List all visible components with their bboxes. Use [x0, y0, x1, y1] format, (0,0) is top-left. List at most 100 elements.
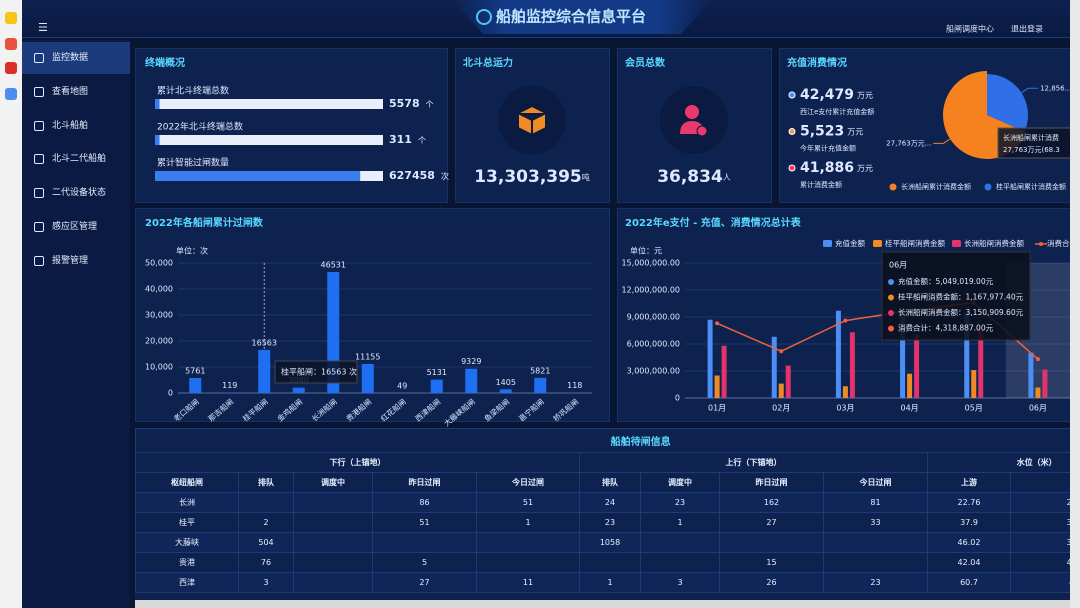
- stat-label: 累计北斗终端总数: [157, 85, 229, 97]
- x-tick-label: 04月: [900, 404, 918, 413]
- data-label: 1405: [496, 378, 516, 387]
- table-panel: 船舶待闸信息 下行（上锚地） 上行（下锚地） 水位（米） 枢纽船闸 排队 调度中 昨日过闸 今日…: [135, 428, 1070, 600]
- table-cell: 60.7: [927, 572, 1011, 593]
- line-point: [779, 349, 784, 354]
- stat-value: 5578 个: [389, 97, 434, 110]
- table-cell: 11: [476, 572, 580, 593]
- nav-label: 感应区管理: [52, 222, 98, 232]
- value: 5,523: [800, 124, 844, 140]
- page-title: 船舶监控综合信息平台: [496, 8, 646, 26]
- panel-title: 会员总数: [625, 56, 666, 69]
- tooltip-dot: [888, 325, 894, 332]
- stat-label: 今年累计充值金额: [800, 144, 856, 153]
- leader-line: [1021, 87, 1039, 94]
- x-tick-label: 西津船闸: [413, 396, 442, 423]
- nav-item[interactable]: 监控数据: [22, 42, 130, 74]
- icon: [5, 62, 17, 74]
- unit: 万元: [857, 164, 873, 173]
- bullet: [788, 91, 796, 99]
- unit: 人: [723, 173, 731, 182]
- tooltip: [274, 360, 358, 384]
- stat-value: 42,479 万元: [800, 87, 873, 103]
- x-tick-label: 03月: [836, 404, 854, 413]
- panel: [779, 48, 1079, 203]
- progress-fill: [155, 135, 160, 145]
- nav-label: 北斗船舶: [52, 121, 89, 131]
- legend-label: 消费合计: [1047, 238, 1070, 248]
- bar: [835, 310, 841, 398]
- y-tick-label: 30,000: [145, 311, 173, 320]
- line-point: [715, 321, 720, 326]
- nav-label: 监控数据: [52, 53, 89, 63]
- legend-label: 桂平船闸消费金额: [885, 238, 945, 248]
- logo: [476, 9, 492, 25]
- data-label: 16563: [252, 338, 277, 347]
- legend-label: 长洲船闸累计消费金额: [901, 182, 971, 191]
- scrollbar[interactable]: [135, 600, 1070, 608]
- legend-dot: [889, 183, 897, 191]
- nav-item[interactable]: 北斗二代船舶: [22, 143, 130, 175]
- panel-title: 终端概况: [145, 56, 185, 69]
- tooltip-text: 消费合计：4,318,887.00元: [898, 323, 994, 333]
- value: 5578: [389, 97, 420, 110]
- line-point: [843, 318, 848, 323]
- legend-label: 长洲船闸消费金额: [964, 238, 1024, 248]
- x-tick-label: 那吉船闸: [206, 396, 235, 423]
- y-tick-label: 20,000: [145, 337, 173, 346]
- bar: [785, 365, 791, 398]
- progress-fill: [155, 171, 361, 181]
- nav-item[interactable]: 感应区管理: [22, 211, 130, 243]
- nav-item[interactable]: 二代设备状态: [22, 177, 130, 209]
- nav-item[interactable]: 北斗船舶: [22, 110, 130, 142]
- nav-item[interactable]: 报警管理: [22, 245, 130, 277]
- x-tick-label: 长洲船闸: [309, 396, 338, 423]
- header-link[interactable]: 退出登录: [1011, 24, 1043, 34]
- x-tick-label: 桂平船闸: [240, 396, 269, 423]
- bar: [292, 387, 305, 393]
- legend-swatch: [952, 240, 961, 247]
- big-number: 13,303,395吨: [474, 167, 590, 187]
- y-tick-label: 9,000,000.00: [627, 313, 680, 322]
- scrollbar[interactable]: [1070, 0, 1080, 608]
- bar: [849, 332, 855, 398]
- unit: 个: [418, 136, 426, 145]
- tooltip-dot: [888, 279, 894, 285]
- y-tick-label: 6,000,000.00: [627, 340, 680, 349]
- bar: [1028, 352, 1034, 398]
- icon: [5, 38, 17, 50]
- bar: [978, 330, 984, 398]
- nav-item[interactable]: 查看地图: [22, 76, 130, 108]
- stat-value: 5,523 万元: [800, 124, 863, 140]
- table-cell: 48.9: [1009, 572, 1070, 593]
- x-tick-label: 老口船闸: [171, 396, 200, 423]
- x-tick-label: 06月: [1029, 404, 1047, 413]
- stat-label: 西江e支付累计充值金额: [800, 107, 874, 116]
- data-label: 9329: [461, 357, 481, 366]
- stat-value: 627458 次: [389, 169, 449, 182]
- stat-value: 41,886 万元: [800, 160, 873, 176]
- bar: [914, 335, 920, 398]
- unit: 次: [441, 171, 449, 181]
- data-label: 49: [397, 381, 407, 390]
- bar: [430, 379, 443, 393]
- value: 36,834: [657, 167, 723, 187]
- table-cell: 3: [640, 572, 720, 593]
- pie-slice: [987, 74, 1028, 132]
- bar: [465, 368, 478, 393]
- tooltip-text: 长洲船闸累计消费: [1003, 133, 1059, 142]
- stat-label: 2022年北斗终端总数: [157, 121, 243, 133]
- bar: [778, 383, 784, 398]
- value: 41,886: [800, 160, 854, 176]
- title-glow: [452, 0, 712, 34]
- bar: [258, 349, 271, 393]
- panel-title: 充值消费情况: [787, 56, 847, 69]
- x-tick-label: 邕宁船闸: [516, 396, 545, 423]
- pie-label: 12,856...: [1040, 84, 1070, 92]
- menu-icon[interactable]: ☰: [38, 21, 48, 34]
- data-label: 11155: [355, 352, 380, 361]
- unit: 吨: [582, 172, 590, 182]
- header-link[interactable]: 船闸调度中心: [946, 24, 994, 34]
